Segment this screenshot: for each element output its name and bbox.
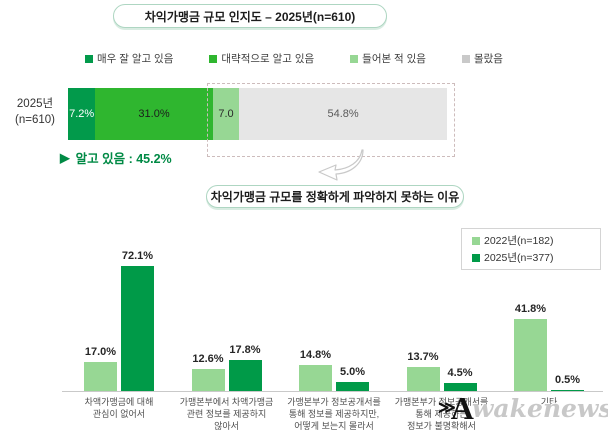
bar-2022년(n=182) bbox=[191, 369, 225, 391]
row-label-n: (n=610) bbox=[15, 113, 55, 126]
stacked-segment-unknown: 54.8% bbox=[239, 88, 447, 140]
x-axis-line bbox=[62, 391, 603, 392]
bar-2022년(n=182) bbox=[299, 365, 332, 391]
legend-label: 2025년(n=377) bbox=[484, 252, 554, 264]
grouped-bar-legend-box: 2022년(n=182) 2025년(n=377) bbox=[461, 228, 601, 270]
aware-summary: ▶ 알고 있음 : 45.2% bbox=[60, 148, 172, 167]
legend-label: 대략적으로 알고 있음 bbox=[221, 53, 315, 65]
bar-value-label: 4.5% bbox=[447, 367, 473, 379]
category-label-line: 어떻게 보는지 몰라서 bbox=[294, 421, 374, 432]
category-label-line: 정보가 불명확해서 bbox=[407, 421, 476, 432]
stacked-segment-known: 7.0 bbox=[212, 88, 240, 140]
row-label-year: 2025년 bbox=[16, 98, 54, 110]
bar-2022년(n=182) bbox=[84, 362, 117, 391]
legend-swatch-icon bbox=[350, 54, 359, 63]
bar-value-label: 12.6% bbox=[192, 353, 224, 365]
category-label-line: 가맹본부가 정보공개서를 bbox=[287, 397, 381, 407]
section2-title-text: 차익가맹금 규모를 정확하게 파악하지 못하는 이유 bbox=[210, 190, 460, 204]
category-label-line: 관심이 없어서 bbox=[92, 409, 146, 420]
segment-value-label: 7.2% bbox=[69, 108, 95, 120]
section1-title: 차익가맹금 규모 인지도 – 2025년(n=610) bbox=[113, 4, 387, 28]
stacked-segment-known: 7.2% bbox=[68, 88, 96, 140]
bar-value-label: 13.7% bbox=[407, 351, 439, 363]
bar-value-label: 72.1% bbox=[121, 250, 154, 262]
bar-value-label: 0.5% bbox=[554, 374, 581, 386]
stacked-bar-legend: 매우 잘 알고 있음 대략적으로 알고 있음 들어본 적 있음 몰랐음 bbox=[85, 51, 503, 66]
legend-swatch-icon bbox=[461, 54, 470, 63]
bar-2025년(n=377) bbox=[551, 390, 584, 391]
legend-item: 대략적으로 알고 있음 bbox=[209, 51, 314, 66]
legend-label: 2022년(n=182) bbox=[484, 235, 554, 247]
category-label-line: 차액가맹금에 대해 bbox=[84, 397, 154, 407]
bar-value-label: 41.8% bbox=[514, 303, 547, 315]
bar-value-label: 17.0% bbox=[84, 346, 117, 358]
category-label: 기타 bbox=[486, 396, 608, 408]
section1-title-text: 차익가맹금 규모 인지도 – 2025년(n=610) bbox=[144, 9, 356, 24]
aware-summary-text: 알고 있음 : 45.2% bbox=[75, 152, 172, 166]
awareness-stacked-bar: 7.2% 31.0% 7.0 54.8% bbox=[68, 88, 447, 140]
triangle-marker-icon: ▶ bbox=[60, 151, 70, 165]
legend-item: 2022년(n=182) bbox=[472, 233, 590, 248]
legend-label: 매우 잘 알고 있음 bbox=[97, 53, 174, 65]
legend-item: 2025년(n=377) bbox=[472, 250, 590, 265]
bar-2025년(n=377) bbox=[121, 266, 154, 391]
bar-2025년(n=377) bbox=[228, 360, 262, 391]
category-label-line: 통해 제공하는 bbox=[415, 409, 468, 420]
legend-item: 들어본 적 있음 bbox=[350, 51, 426, 66]
bar-2025년(n=377) bbox=[336, 382, 369, 391]
segment-value-label: 7.0 bbox=[218, 108, 234, 120]
bar-2022년(n=182) bbox=[514, 319, 547, 391]
legend-item: 몰랐음 bbox=[461, 51, 503, 66]
section2-title: 차익가맹금 규모를 정확하게 파악하지 못하는 이유 bbox=[206, 185, 464, 208]
segment-value-label: 31.0% bbox=[138, 108, 170, 120]
bar-value-label: 5.0% bbox=[339, 366, 366, 378]
stacked-bar-row-label: 2025년 (n=610) bbox=[6, 97, 64, 128]
legend-label: 들어본 적 있음 bbox=[362, 53, 426, 65]
category-label-line: 통해 정보를 제공하지만, bbox=[288, 409, 380, 420]
legend-item: 매우 잘 알고 있음 bbox=[85, 51, 173, 66]
segment-value-label: 54.8% bbox=[327, 108, 359, 120]
category-label-line: 가맹본부가 정보공개서를 bbox=[394, 397, 489, 407]
bar-2025년(n=377) bbox=[443, 383, 477, 391]
category-label-line: 않아서 bbox=[214, 421, 239, 432]
bar-value-label: 17.8% bbox=[229, 344, 261, 356]
bar-2022년(n=182) bbox=[406, 367, 440, 391]
bar-value-label: 14.8% bbox=[299, 349, 332, 361]
legend-swatch-icon bbox=[472, 236, 480, 245]
legend-label: 몰랐음 bbox=[473, 53, 503, 65]
curved-down-arrow-icon bbox=[318, 149, 364, 181]
category-label-line: 관련 정보를 제공하지 bbox=[186, 409, 267, 420]
legend-swatch-icon bbox=[85, 54, 93, 63]
category-label-line: 기타 bbox=[540, 397, 558, 407]
legend-swatch-icon bbox=[209, 54, 218, 63]
legend-swatch-icon bbox=[472, 253, 480, 262]
category-label-line: 가맹본부에서 차액가맹금 bbox=[179, 397, 274, 407]
stacked-segment-known: 31.0% bbox=[95, 88, 213, 140]
